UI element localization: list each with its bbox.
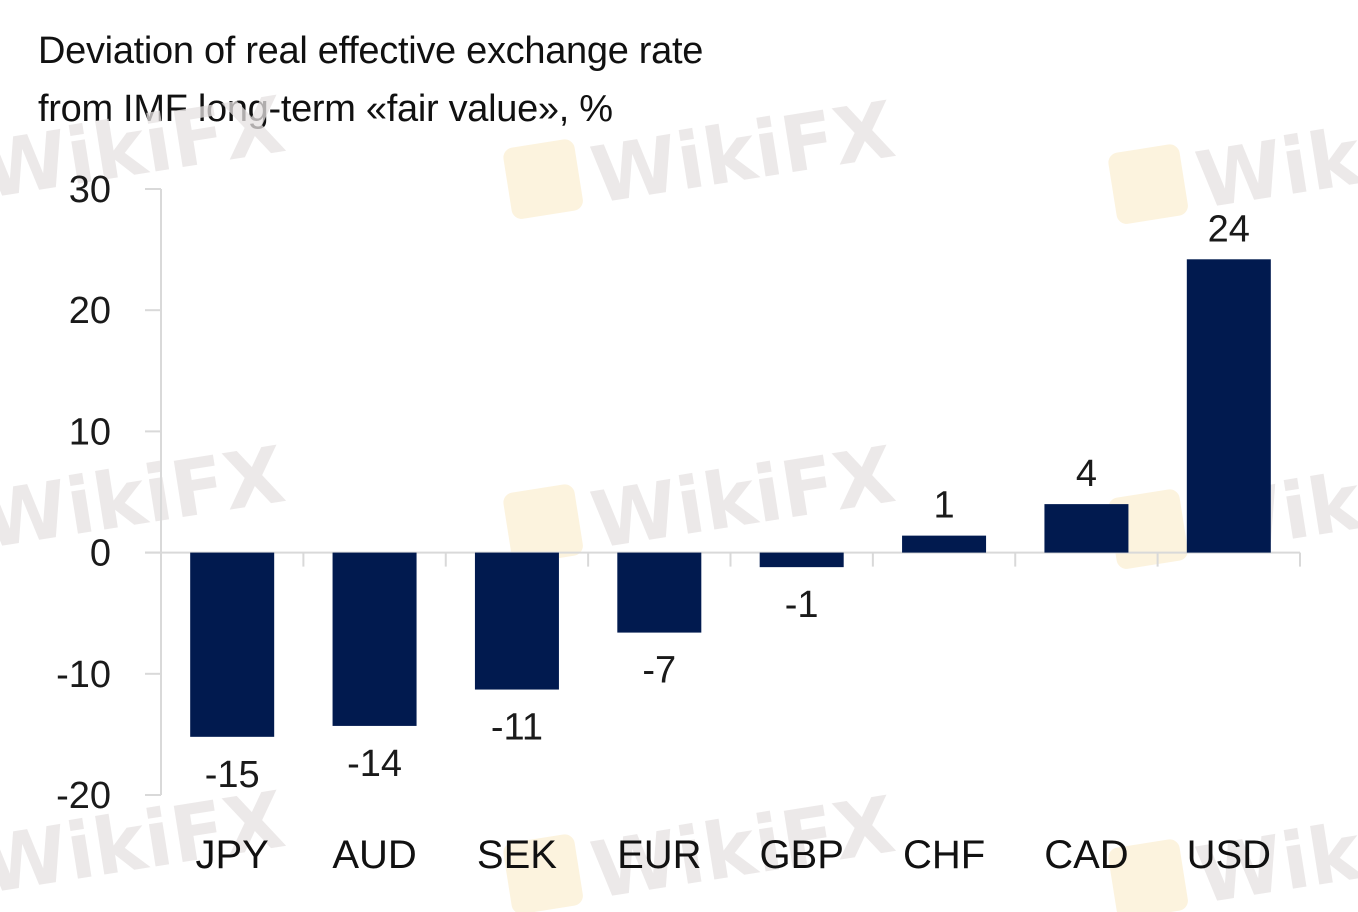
bar-jpy bbox=[190, 552, 275, 737]
bar-sek bbox=[474, 552, 559, 690]
watermark-text: WikiFX bbox=[585, 85, 900, 222]
y-tick-label: 0 bbox=[90, 533, 111, 575]
watermark: WikiFX bbox=[0, 80, 291, 217]
y-tick-label: 20 bbox=[69, 290, 111, 332]
bar-eur bbox=[617, 552, 702, 633]
watermark-logo-icon bbox=[1108, 839, 1188, 912]
bar-usd bbox=[1186, 259, 1271, 553]
data-label-gbp: -1 bbox=[785, 584, 819, 626]
bar-chf bbox=[902, 535, 987, 553]
bar-aud bbox=[332, 552, 417, 726]
watermark-logo-icon bbox=[1108, 144, 1188, 224]
watermark-logo-icon bbox=[503, 834, 583, 912]
x-tick-label-cad: CAD bbox=[1044, 833, 1128, 877]
data-label-aud: -14 bbox=[347, 743, 402, 785]
watermark-logo-icon bbox=[503, 139, 583, 219]
x-tick-label-usd: USD bbox=[1187, 833, 1271, 877]
bar-cad bbox=[1044, 504, 1129, 553]
data-label-eur: -7 bbox=[642, 650, 676, 692]
bars bbox=[190, 259, 1271, 737]
data-label-jpy: -15 bbox=[205, 754, 260, 796]
watermark-text: WikiFX bbox=[0, 80, 291, 217]
y-tick-label: 30 bbox=[69, 169, 111, 211]
watermark: WikiFX bbox=[503, 85, 901, 222]
x-tick-label-jpy: JPY bbox=[196, 833, 269, 877]
x-tick-label-aud: AUD bbox=[332, 833, 416, 877]
data-label-cad: 4 bbox=[1076, 453, 1097, 495]
chart-title-line-1: Deviation of real effective exchange rat… bbox=[38, 30, 704, 72]
x-tick-label-eur: EUR bbox=[617, 833, 701, 877]
watermark-text: WikiFX bbox=[0, 430, 291, 567]
x-tick-label-sek: SEK bbox=[477, 833, 557, 877]
watermark-text: WikiFX bbox=[585, 430, 900, 567]
watermark-text: WikiFX bbox=[1190, 90, 1358, 227]
bar-gbp bbox=[759, 552, 844, 568]
watermark-logo-icon bbox=[503, 484, 583, 564]
data-label-sek: -11 bbox=[491, 707, 543, 749]
x-tick-label-chf: CHF bbox=[903, 833, 985, 877]
x-tick-label-gbp: GBP bbox=[759, 833, 843, 877]
y-tick-label: -10 bbox=[56, 654, 111, 696]
data-label-usd: 24 bbox=[1208, 208, 1250, 250]
y-tick-label: 10 bbox=[69, 411, 111, 453]
y-tick-label: -20 bbox=[56, 775, 111, 817]
category-labels: JPY AUD SEK EUR GBP CHF CAD USD bbox=[196, 833, 1272, 877]
chart-title-line-2: from IMF long-term «fair value», % bbox=[38, 88, 613, 130]
data-label-chf: 1 bbox=[933, 485, 954, 527]
chart-title: Deviation of real effective exchange rat… bbox=[38, 22, 703, 138]
